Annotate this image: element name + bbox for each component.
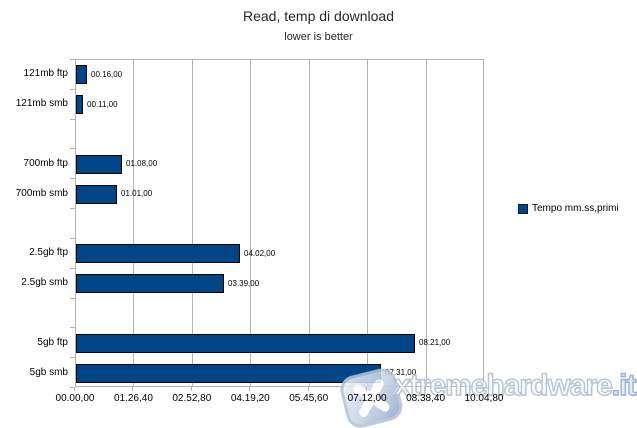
gridline — [250, 60, 252, 386]
x-tick-label: 08.38,40 — [406, 393, 446, 404]
x-tick-label: 01.26,40 — [113, 393, 153, 404]
gridline — [367, 60, 369, 386]
y-axis-tick — [70, 297, 75, 299]
plot-area: 00.16,00 00.11,00 01.08,00 01.01,00 04.02,00… — [75, 59, 484, 387]
y-axis-tick — [70, 88, 75, 90]
x-axis-tick — [74, 387, 75, 391]
gridline — [425, 60, 427, 386]
bar — [76, 65, 87, 84]
x-axis-tick — [366, 387, 368, 391]
x-axis-tick — [190, 387, 192, 391]
watermark-text-suffix: .it — [611, 368, 637, 402]
x-axis-tick — [132, 387, 134, 391]
bar-value-label: 01.08,00 — [126, 159, 158, 168]
bar-value-label: 03.39,00 — [228, 279, 260, 288]
bar-value-label: 04.02,00 — [244, 249, 276, 258]
y-axis-tick — [70, 148, 75, 150]
gridline — [133, 60, 135, 386]
x-axis-tick — [483, 387, 484, 391]
bar — [76, 334, 415, 353]
gridline — [191, 60, 193, 386]
x-tick-label: 02.52,80 — [172, 393, 212, 404]
bar-value-label: 07.31,00 — [385, 368, 417, 377]
legend: Tempo mm.ss,primi — [518, 203, 619, 214]
bar-value-label: 01.01,00 — [121, 189, 153, 198]
category-label: 700mb smb — [15, 188, 68, 199]
category-label: 121mb ftp — [23, 68, 68, 79]
bar — [76, 185, 117, 204]
bar-value-label: 00.11,00 — [87, 100, 118, 109]
x-tick-label: 04.19,20 — [230, 393, 270, 404]
bar-value-label: 00.16,00 — [91, 70, 123, 79]
y-axis-tick — [70, 237, 75, 239]
x-tick-label: 05.45,60 — [289, 393, 329, 404]
bar-value-label: 08.21,00 — [419, 338, 451, 347]
category-label: 2.5gb smb — [21, 277, 68, 288]
category-label: 121mb smb — [15, 98, 68, 109]
y-axis-tick — [70, 118, 75, 120]
bar — [76, 364, 381, 383]
y-axis-tick — [70, 208, 75, 210]
gridline — [308, 60, 310, 386]
legend-swatch — [518, 203, 528, 214]
category-label: 5gb ftp — [37, 337, 68, 348]
x-axis-tick — [424, 387, 426, 391]
legend-label: Tempo mm.ss,primi — [532, 203, 619, 214]
x-tick-label: 07.12,00 — [347, 393, 387, 404]
x-axis-tick — [307, 387, 309, 391]
y-axis-tick — [70, 387, 75, 388]
chart-subtitle: lower is better — [284, 31, 353, 43]
bar — [76, 244, 240, 263]
x-tick-label: 10.04,80 — [464, 393, 504, 404]
chart-title: Read, temp di download — [243, 8, 394, 24]
y-axis-tick — [70, 267, 75, 269]
category-label: 2.5gb ftp — [29, 247, 68, 258]
bar — [76, 274, 224, 293]
x-axis-tick — [249, 387, 251, 391]
x-tick-label: 00.00,00 — [55, 393, 95, 404]
category-label: 5gb smb — [29, 367, 68, 378]
y-axis-tick — [70, 357, 75, 359]
bar — [76, 155, 122, 174]
y-axis-tick — [70, 327, 75, 329]
bar — [76, 95, 83, 114]
category-label: 700mb ftp — [23, 158, 68, 169]
y-axis-tick — [70, 59, 75, 60]
y-axis-tick — [70, 178, 75, 180]
